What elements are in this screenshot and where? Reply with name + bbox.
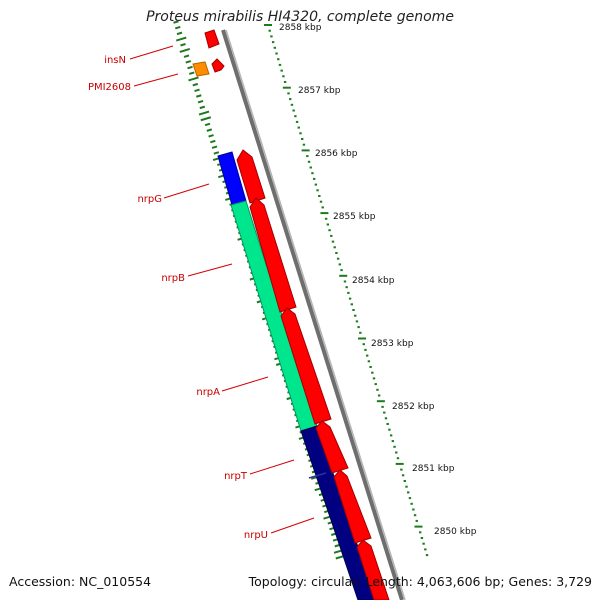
gc-skew-tick: [188, 76, 199, 82]
gc-skew-tick: [204, 122, 211, 127]
gc-skew-tick: [200, 116, 212, 122]
label-leaders: [129, 45, 315, 534]
topology-text: Topology: circular; Length: 4,063,606 bp…: [248, 574, 592, 589]
backbone-line: [221, 29, 406, 600]
gc-skew-tick: [175, 36, 187, 42]
ruler-label-2851: 2851 kbp: [412, 464, 455, 474]
gc-skew-tick: [211, 145, 218, 149]
gene-label-nrpt: nrpT: [224, 471, 248, 482]
gene-label-insn: insN: [104, 55, 126, 66]
gene-label-nrpa: nrpA: [196, 387, 220, 398]
gene-label-nrpb: nrpB: [161, 273, 185, 284]
gc-skew-tick: [179, 47, 191, 53]
gene-label-nrpg: nrpG: [137, 194, 162, 205]
gc-skew-tick: [194, 88, 200, 93]
ruler-label-2858: 2858 kbp: [279, 23, 322, 33]
ruler-label-2852: 2852 kbp: [392, 402, 435, 412]
gc-skew-tick: [192, 82, 199, 87]
ruler-label-2856: 2856 kbp: [315, 149, 358, 159]
ruler-label-2857: 2857 kbp: [298, 86, 341, 96]
gc-skew-tick: [176, 31, 183, 36]
gc-skew-tick: [206, 128, 213, 132]
gc-skew-tick: [187, 65, 193, 70]
gc-skew-tick: [199, 105, 206, 110]
gc-skew-tick: [183, 54, 190, 58]
map-title: Proteus mirabilis HI4320, complete genom…: [146, 9, 454, 25]
gene-labels: insN PMI2608 nrpG nrpB nrpA nrpT nrpU: [88, 55, 268, 541]
ruler-label-2850: 2850 kbp: [434, 527, 477, 537]
gc-skew-tick: [197, 99, 204, 104]
ruler-label-2854: 2854 kbp: [352, 276, 395, 286]
feature-nrpt-nrpu: [300, 425, 377, 600]
cds-track: [236, 149, 390, 600]
gc-skew-tick: [198, 110, 210, 116]
gc-skew-tick: [180, 43, 186, 47]
ruler-label-2853: 2853 kbp: [371, 339, 414, 349]
gc-skew-tick: [196, 94, 202, 98]
gene-label-pmi2608: PMI2608: [88, 82, 131, 93]
gc-skew-tick: [174, 25, 181, 30]
gc-skew-tick: [208, 134, 214, 138]
gc-skew-tick: [213, 151, 220, 155]
ruler-track: [264, 24, 429, 557]
feature-insn: [204, 29, 225, 73]
gc-skew-tick: [185, 60, 192, 64]
ruler-label-2855: 2855 kbp: [333, 212, 376, 222]
gc-skew-tick: [173, 20, 179, 24]
gc-skew-tick: [334, 543, 341, 548]
ruler-labels: 2858 kbp 2857 kbp 2856 kbp 2855 kbp 2854…: [275, 22, 477, 537]
accession-text: Accession: NC_010554: [9, 574, 152, 589]
gene-label-nrpu: nrpU: [244, 530, 268, 541]
gc-skew-tick: [210, 139, 216, 144]
gc-skew-tick: [188, 71, 195, 75]
feature-pmi2608: [192, 61, 210, 77]
